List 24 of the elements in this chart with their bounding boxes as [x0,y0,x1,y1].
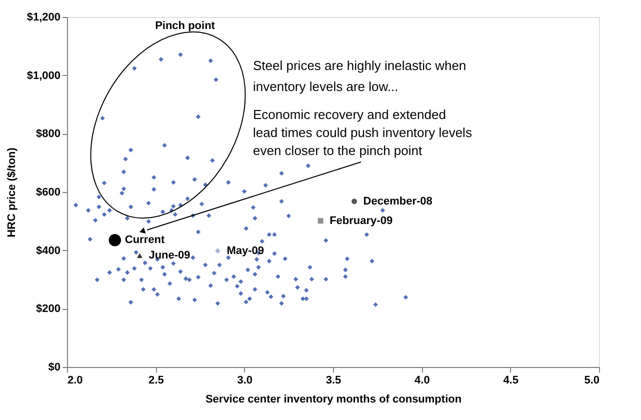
y-tick-label: $600 [36,186,60,198]
series-label: May-09 [226,244,264,257]
y-tick-label: $800 [36,128,60,140]
x-axis-title: Service center inventory months of consumption [205,394,462,406]
x-tick-label: 4.0 [414,374,430,386]
y-tick-label: $400 [36,244,60,257]
y-tick-label: $200 [36,303,60,316]
x-tick-label: 3.5 [326,374,342,386]
x-tick-label: 3.0 [237,374,252,386]
series-label: June-09 [148,250,190,262]
y-tick-label: $1,000 [26,70,60,82]
annotation: Pinch point [155,20,216,32]
y-axis-title: HRC price ($/ton) [6,147,18,238]
y-tick-label: $0 [48,362,60,374]
x-tick-label: 2.5 [148,374,164,386]
y-tick-label: $1,200 [26,12,60,24]
annotation: Economic recovery and extended lead times could push inventory levels even closer to the pinch point [253,107,472,158]
legend-label: Current [124,234,165,246]
series-label: December-08 [363,195,432,208]
annotation: Steel prices are highly inelastic when inventory levels are low... [253,58,466,94]
series-label: February-09 [330,214,393,227]
x-tick-label: 2.0 [68,374,83,386]
x-tick-label: 5.0 [584,374,600,386]
x-tick-label: 4.5 [503,374,518,386]
